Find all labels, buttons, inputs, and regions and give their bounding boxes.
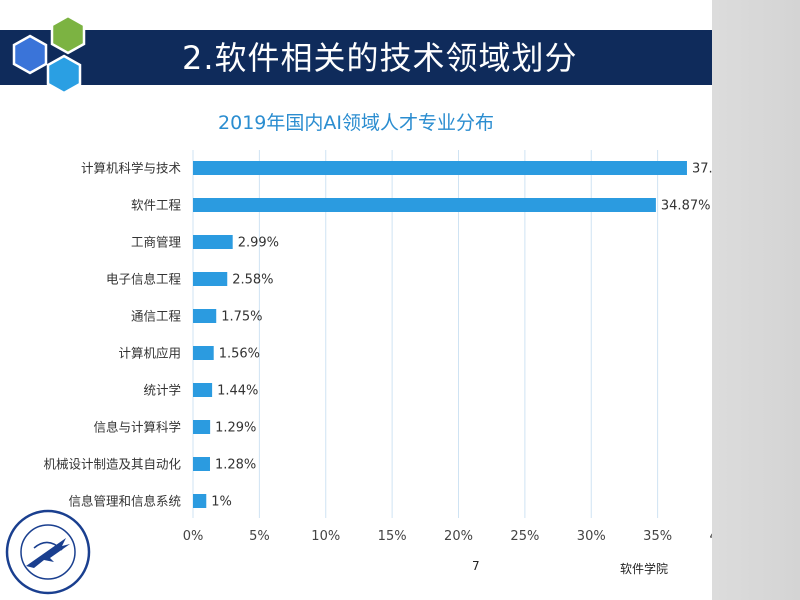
- category-label: 工商管理: [131, 235, 182, 250]
- slide-title: 2.软件相关的技术领域划分: [182, 39, 578, 77]
- x-tick-label: 5%: [249, 529, 270, 544]
- category-label: 统计学: [143, 383, 181, 398]
- x-tick-label: 35%: [643, 529, 672, 544]
- category-label: 信息管理和信息系统: [68, 494, 181, 509]
- title-bar: [0, 30, 712, 85]
- bar: [193, 235, 233, 249]
- data-label: 1.29%: [215, 421, 256, 436]
- footer-school-name: 软件学院: [620, 562, 669, 576]
- x-tick-label: 20%: [444, 529, 473, 544]
- x-tick-label: 25%: [510, 529, 539, 544]
- data-label: 2.99%: [238, 236, 279, 251]
- bar: [193, 494, 207, 508]
- x-tick-label: 40%: [710, 529, 712, 544]
- data-label: 1.56%: [219, 347, 260, 362]
- bar: [193, 309, 217, 323]
- x-tick-label: 10%: [311, 529, 340, 544]
- hexagon-light-blue-icon: [46, 54, 82, 95]
- data-label: 34.87%: [661, 199, 711, 214]
- hexagon-green-icon: [50, 14, 86, 55]
- bar: [193, 272, 228, 286]
- data-label: 1%: [211, 495, 232, 510]
- category-label: 计算机应用: [118, 346, 181, 361]
- category-label: 机械设计制造及其自动化: [43, 457, 181, 472]
- data-label: 2.58%: [232, 273, 273, 288]
- university-seal-icon: [5, 509, 91, 595]
- bar-chart: 0% 5% 10% 15% 20% 25% 30% 35% 40% 计算机科学与技术 37.21% 软…: [43, 150, 712, 544]
- x-tick-label: 15%: [378, 529, 407, 544]
- category-label: 电子信息工程: [106, 272, 182, 287]
- hexagon-blue-icon: [12, 34, 48, 75]
- category-label: 计算机科学与技术: [81, 161, 182, 176]
- bar: [193, 161, 687, 175]
- data-label: 1.75%: [221, 310, 262, 325]
- bar: [193, 346, 214, 360]
- bar: [193, 383, 213, 397]
- bar: [193, 420, 211, 434]
- chart-title: 2019年国内AI领域人才专业分布: [218, 112, 494, 134]
- data-label: 1.44%: [217, 384, 258, 399]
- bar: [193, 457, 210, 471]
- category-label: 通信工程: [131, 309, 182, 324]
- right-side-strip: [712, 0, 800, 600]
- data-label: 37.21%: [692, 162, 712, 177]
- x-tick-label: 0%: [183, 529, 204, 544]
- category-label: 软件工程: [131, 198, 182, 213]
- x-tick-label: 30%: [577, 529, 606, 544]
- hexagon-decoration-icon: [12, 14, 86, 95]
- bar: [193, 198, 656, 212]
- page-number: 7: [472, 559, 480, 573]
- data-label: 1.28%: [215, 458, 256, 473]
- category-label: 信息与计算科学: [93, 420, 181, 435]
